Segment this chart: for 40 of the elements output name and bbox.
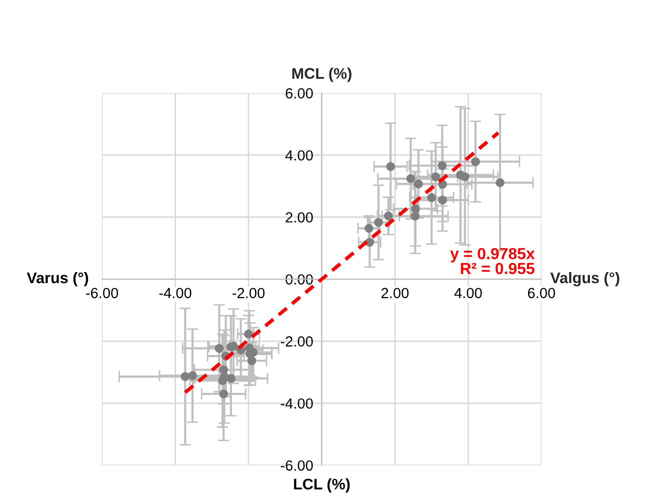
text: LCL (%) [294,478,350,493]
text: Varus (°) [26,272,88,286]
point [247,356,256,366]
x-axis-title: Valgus (°) [550,272,620,286]
point [438,196,447,204]
point [438,161,447,170]
point [386,162,395,171]
point [496,178,504,188]
x-tick-label: -4.00 [159,288,192,298]
point [471,157,480,166]
point [406,174,416,184]
point [374,218,383,227]
point [218,376,227,385]
y-tick-label: 0.00 [286,274,313,285]
x-tick-label: 2.00 [382,288,409,298]
y-tick-label: -2.00 [280,336,313,347]
point [219,390,228,398]
y-tick-label: 6.00 [286,88,313,98]
point [460,172,470,182]
y-tick-label: 2.00 [286,212,313,223]
point [226,374,236,383]
y-axis-title: MCL (%) [292,68,352,82]
annotation: y = 0.9785x [450,248,535,262]
annotation: R² = 0.955 [460,262,534,274]
x-tick-label: -6.00 [86,288,118,298]
point [384,211,393,220]
point [214,344,224,353]
point [431,172,440,182]
point [244,330,253,338]
point [180,372,190,381]
x-tick-label: 4.00 [454,288,482,298]
x-tick-label: -2.00 [232,288,265,298]
y-tick-label: 4.00 [285,150,313,161]
y-tick-label: -6.00 [280,460,313,471]
y-tick-label: -4.00 [280,398,313,409]
x-tick-label: 6.00 [528,288,556,298]
point [411,204,420,214]
point [364,224,374,233]
point [427,193,436,202]
point [410,212,420,221]
